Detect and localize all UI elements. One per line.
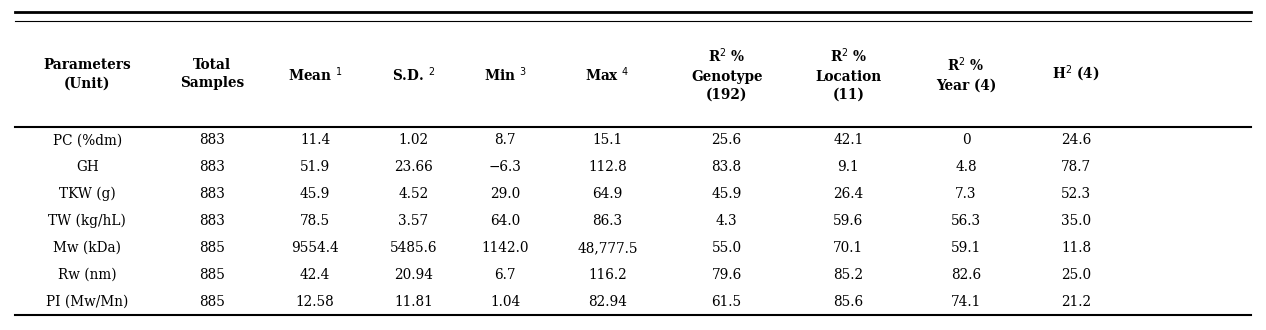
Text: 29.0: 29.0 bbox=[490, 187, 520, 201]
Text: 24.6: 24.6 bbox=[1061, 134, 1091, 148]
Text: 83.8: 83.8 bbox=[711, 160, 742, 174]
Text: 42.1: 42.1 bbox=[833, 134, 863, 148]
Text: 48,777.5: 48,777.5 bbox=[577, 241, 638, 255]
Text: 79.6: 79.6 bbox=[711, 268, 742, 282]
Text: 6.7: 6.7 bbox=[495, 268, 515, 282]
Text: 8.7: 8.7 bbox=[495, 134, 515, 148]
Text: 59.6: 59.6 bbox=[833, 214, 863, 228]
Text: 64.9: 64.9 bbox=[592, 187, 623, 201]
Text: PI (Mw/Mn): PI (Mw/Mn) bbox=[46, 295, 129, 309]
Text: TKW (g): TKW (g) bbox=[60, 187, 115, 201]
Text: H$^2$ (4): H$^2$ (4) bbox=[1052, 64, 1100, 84]
Text: 1.02: 1.02 bbox=[399, 134, 428, 148]
Text: 42.4: 42.4 bbox=[300, 268, 330, 282]
Text: 885: 885 bbox=[199, 268, 225, 282]
Text: 883: 883 bbox=[199, 214, 225, 228]
Text: 883: 883 bbox=[199, 134, 225, 148]
Text: R$^2$ %
Location
(11): R$^2$ % Location (11) bbox=[815, 47, 881, 102]
Text: 5485.6: 5485.6 bbox=[390, 241, 437, 255]
Text: 885: 885 bbox=[199, 295, 225, 309]
Text: 9554.4: 9554.4 bbox=[291, 241, 339, 255]
Text: Max $^4$: Max $^4$ bbox=[585, 65, 630, 83]
Text: GH: GH bbox=[76, 160, 99, 174]
Text: Rw (nm): Rw (nm) bbox=[58, 268, 116, 282]
Text: 20.94: 20.94 bbox=[394, 268, 433, 282]
Text: Mw (kDa): Mw (kDa) bbox=[53, 241, 122, 255]
Text: 56.3: 56.3 bbox=[951, 214, 981, 228]
Text: 64.0: 64.0 bbox=[490, 214, 520, 228]
Text: Total
Samples: Total Samples bbox=[180, 58, 244, 90]
Text: 85.2: 85.2 bbox=[833, 268, 863, 282]
Text: PC (%dm): PC (%dm) bbox=[53, 134, 122, 148]
Text: 74.1: 74.1 bbox=[951, 295, 981, 309]
Text: Min $^3$: Min $^3$ bbox=[484, 65, 527, 83]
Text: 112.8: 112.8 bbox=[589, 160, 627, 174]
Text: 885: 885 bbox=[199, 241, 225, 255]
Text: −6.3: −6.3 bbox=[489, 160, 522, 174]
Text: 1142.0: 1142.0 bbox=[481, 241, 529, 255]
Text: 70.1: 70.1 bbox=[833, 241, 863, 255]
Text: 883: 883 bbox=[199, 187, 225, 201]
Text: 1.04: 1.04 bbox=[490, 295, 520, 309]
Text: 25.6: 25.6 bbox=[711, 134, 742, 148]
Text: 59.1: 59.1 bbox=[951, 241, 981, 255]
Text: 55.0: 55.0 bbox=[711, 241, 742, 255]
Text: 51.9: 51.9 bbox=[300, 160, 330, 174]
Text: 25.0: 25.0 bbox=[1061, 268, 1091, 282]
Text: 52.3: 52.3 bbox=[1061, 187, 1091, 201]
Text: 11.4: 11.4 bbox=[300, 134, 330, 148]
Text: 86.3: 86.3 bbox=[592, 214, 623, 228]
Text: R$^2$ %
Genotype
(192): R$^2$ % Genotype (192) bbox=[691, 47, 762, 102]
Text: 78.7: 78.7 bbox=[1061, 160, 1091, 174]
Text: 85.6: 85.6 bbox=[833, 295, 863, 309]
Text: 11.8: 11.8 bbox=[1061, 241, 1091, 255]
Text: 116.2: 116.2 bbox=[589, 268, 627, 282]
Text: 0: 0 bbox=[962, 134, 970, 148]
Text: 11.81: 11.81 bbox=[394, 295, 433, 309]
Text: TW (kg/hL): TW (kg/hL) bbox=[48, 214, 127, 228]
Text: 883: 883 bbox=[199, 160, 225, 174]
Text: R$^2$ %
Year (4): R$^2$ % Year (4) bbox=[936, 56, 996, 93]
Text: 35.0: 35.0 bbox=[1061, 214, 1091, 228]
Text: 26.4: 26.4 bbox=[833, 187, 863, 201]
Text: 4.8: 4.8 bbox=[955, 160, 977, 174]
Text: 15.1: 15.1 bbox=[592, 134, 623, 148]
Text: 61.5: 61.5 bbox=[711, 295, 742, 309]
Text: 4.3: 4.3 bbox=[715, 214, 738, 228]
Text: 45.9: 45.9 bbox=[711, 187, 742, 201]
Text: 21.2: 21.2 bbox=[1061, 295, 1091, 309]
Text: 3.57: 3.57 bbox=[399, 214, 428, 228]
Text: 78.5: 78.5 bbox=[300, 214, 330, 228]
Text: S.D. $^2$: S.D. $^2$ bbox=[391, 65, 436, 83]
Text: 7.3: 7.3 bbox=[956, 187, 976, 201]
Text: Mean $^1$: Mean $^1$ bbox=[287, 65, 343, 83]
Text: 9.1: 9.1 bbox=[837, 160, 860, 174]
Text: 82.6: 82.6 bbox=[951, 268, 981, 282]
Text: 45.9: 45.9 bbox=[300, 187, 330, 201]
Text: 12.58: 12.58 bbox=[296, 295, 334, 309]
Text: Parameters
(Unit): Parameters (Unit) bbox=[43, 58, 132, 90]
Text: 23.66: 23.66 bbox=[394, 160, 433, 174]
Text: 82.94: 82.94 bbox=[589, 295, 627, 309]
Text: 4.52: 4.52 bbox=[399, 187, 428, 201]
